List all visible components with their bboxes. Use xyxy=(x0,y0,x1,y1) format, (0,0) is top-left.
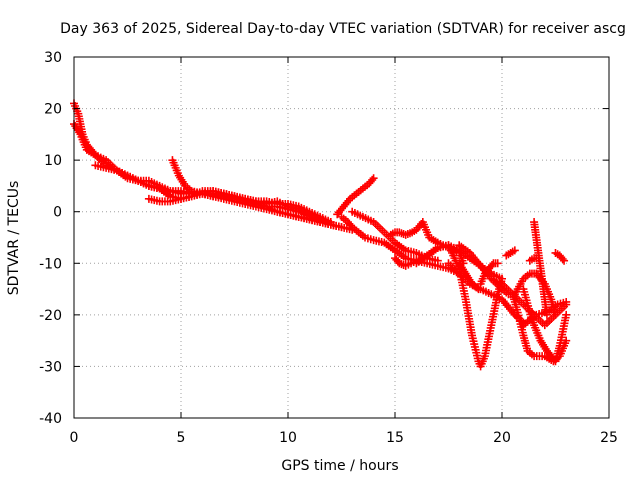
series-track-17 xyxy=(519,297,571,330)
data-point xyxy=(368,175,377,184)
y-axis-label: SDTVAR / TECUs xyxy=(6,181,22,296)
data-point xyxy=(433,256,442,265)
x-axis-label: GPS time / hours xyxy=(281,458,398,474)
chart-title: Day 363 of 2025, Sidereal Day-to-day VTE… xyxy=(60,21,626,37)
series-track-11 xyxy=(412,241,506,371)
y-tick-label: -20 xyxy=(39,308,62,324)
x-tick-label: 0 xyxy=(70,430,79,446)
data-point xyxy=(316,218,325,227)
data-point xyxy=(542,310,551,319)
data-point xyxy=(558,254,567,263)
data-point xyxy=(562,310,571,319)
x-tick-label: 5 xyxy=(177,430,186,446)
y-tick-label: 20 xyxy=(44,102,62,118)
x-tick-label: 15 xyxy=(386,430,404,446)
axis-layer: -40 -30 -20 -10 0 10 20 30 0 5 10 15 20 25 xyxy=(39,50,618,446)
series-track-18 xyxy=(530,218,551,319)
x-tick-label: 10 xyxy=(279,430,297,446)
series-track-7 xyxy=(337,212,464,278)
series-track-16 xyxy=(519,285,571,366)
data-point xyxy=(369,174,378,183)
y-tick-label: 0 xyxy=(53,205,62,221)
series-track-6 xyxy=(333,174,378,219)
series-track-20 xyxy=(476,259,502,288)
data-point xyxy=(510,246,519,255)
series-track-19 xyxy=(455,259,483,294)
x-tick-label: 25 xyxy=(600,430,618,446)
series-track-22 xyxy=(551,248,569,265)
data-point xyxy=(562,297,571,306)
data-point xyxy=(474,285,483,294)
series-track-5 xyxy=(168,156,325,227)
plot-frame xyxy=(73,56,610,419)
data-layer xyxy=(70,99,571,371)
y-tick-label: 30 xyxy=(44,50,62,66)
series-track-21 xyxy=(502,246,519,260)
data-point xyxy=(488,261,497,270)
data-point xyxy=(560,256,569,265)
series-track-15 xyxy=(508,290,571,366)
grid-layer xyxy=(74,57,609,418)
y-tick-label: -30 xyxy=(39,359,62,375)
series-track-4 xyxy=(144,187,357,234)
x-tick-label: 20 xyxy=(493,430,511,446)
y-tick-label: -40 xyxy=(39,411,62,427)
y-tick-label: -10 xyxy=(39,256,62,272)
y-tick-label: 10 xyxy=(44,153,62,169)
data-point xyxy=(493,259,502,268)
series-track-23 xyxy=(525,254,543,265)
data-point xyxy=(534,254,543,263)
